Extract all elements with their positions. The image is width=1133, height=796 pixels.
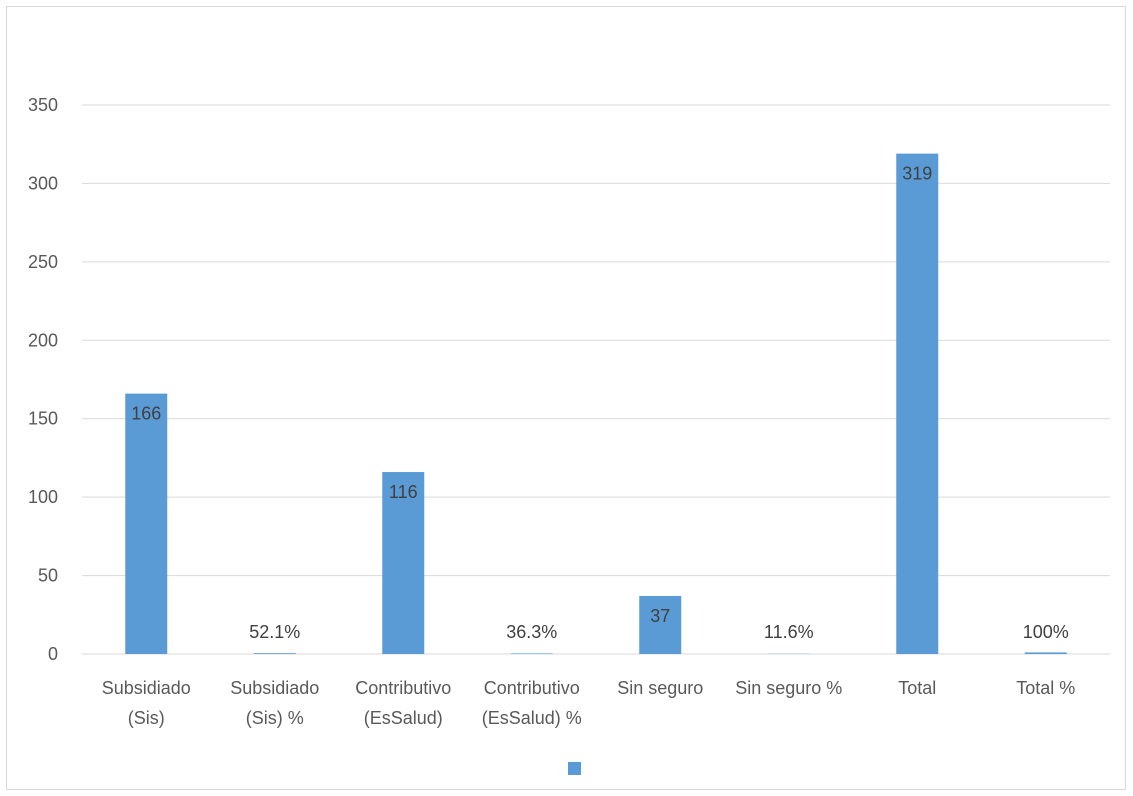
bar-4 [639, 595, 682, 654]
x-category-label: Total [898, 678, 936, 698]
data-label-3: 36.3% [506, 622, 557, 642]
y-tick-label: 250 [28, 252, 58, 272]
legend-marker [568, 762, 581, 775]
bar-6 [896, 153, 939, 654]
x-category-label: Contributivo [484, 678, 580, 698]
data-label-6: 319 [902, 164, 932, 184]
x-category-label: (Sis) % [246, 708, 304, 728]
bar-0 [125, 393, 168, 654]
chart-frame [6, 6, 1126, 790]
x-category-label: Sin seguro % [735, 678, 842, 698]
x-category-label: (Sis) [128, 708, 165, 728]
y-tick-label: 150 [28, 409, 58, 429]
bar-7 [1024, 652, 1067, 654]
data-label-2: 116 [389, 482, 418, 502]
y-tick-label: 200 [28, 330, 58, 350]
data-label-7: 100% [1023, 622, 1069, 642]
y-tick-label: 350 [28, 95, 58, 115]
x-category-label: (EsSalud) % [482, 708, 582, 728]
y-tick-label: 0 [48, 644, 58, 664]
data-label-1: 52.1% [249, 622, 300, 642]
x-category-label: Sin seguro [617, 678, 703, 698]
bar-1 [253, 653, 296, 654]
data-label-0: 166 [131, 404, 161, 424]
data-label-4: 37 [650, 606, 670, 626]
y-tick-label: 50 [38, 566, 58, 586]
bar-2 [382, 472, 425, 654]
x-category-label: Contributivo [355, 678, 451, 698]
y-tick-label: 300 [28, 173, 58, 193]
x-category-label: Total % [1016, 678, 1075, 698]
data-label-5: 11.6% [764, 622, 814, 642]
x-category-label: Subsidiado [230, 678, 319, 698]
bar-3 [510, 653, 553, 654]
y-tick-label: 100 [28, 487, 58, 507]
x-category-label: Subsidiado [102, 678, 191, 698]
x-category-label: (EsSalud) [364, 708, 443, 728]
